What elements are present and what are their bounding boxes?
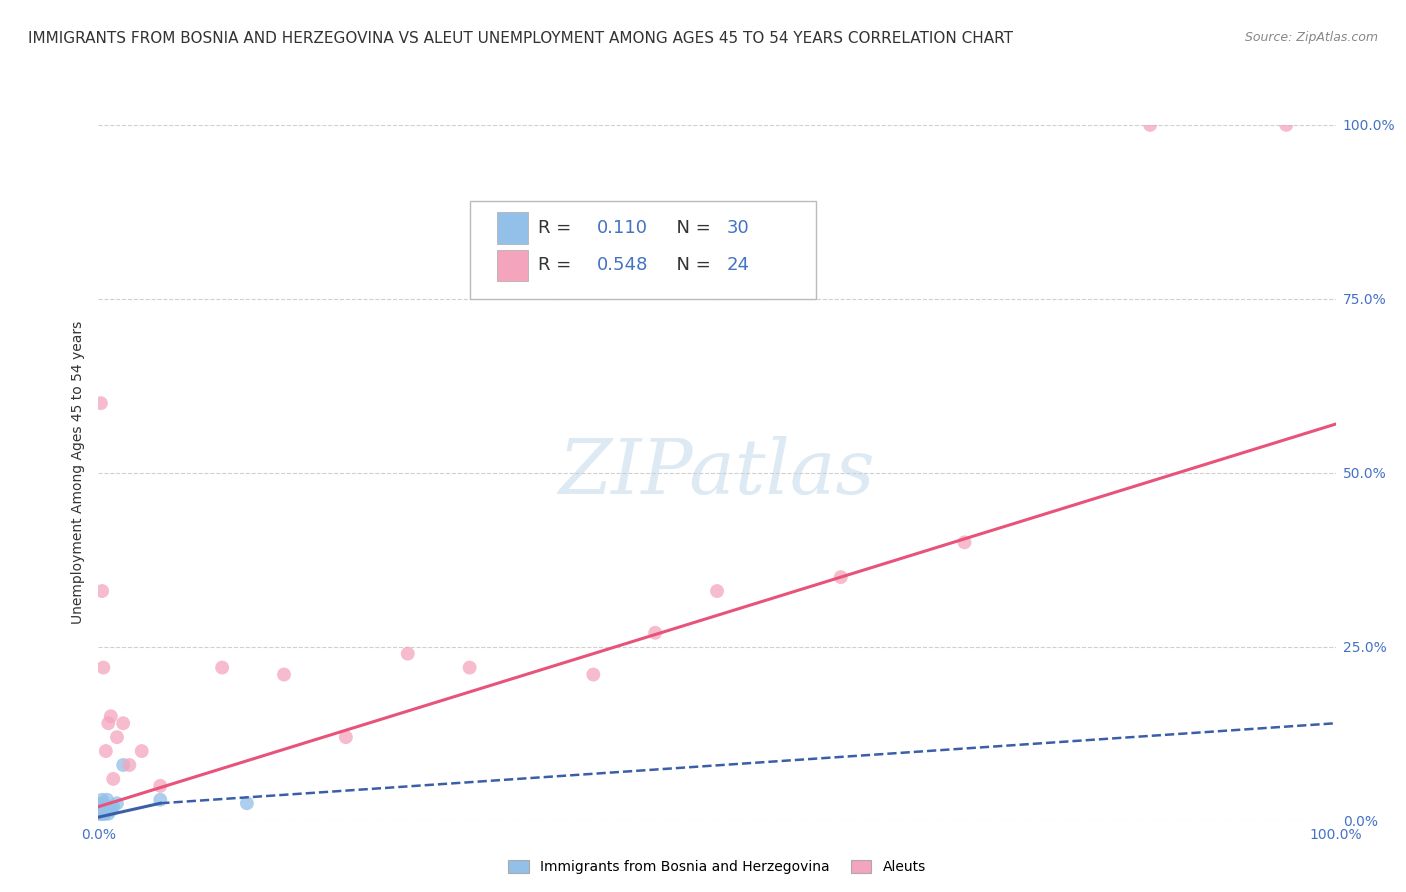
- Point: [112, 758, 135, 772]
- Point: [96, 793, 118, 807]
- Point: [103, 799, 125, 814]
- Point: [93, 803, 115, 817]
- Text: N =: N =: [665, 219, 717, 237]
- Point: [94, 744, 117, 758]
- Point: [90, 806, 112, 821]
- Text: N =: N =: [665, 256, 717, 275]
- Point: [94, 799, 117, 814]
- Point: [93, 799, 115, 814]
- Point: [100, 709, 122, 723]
- Text: Source: ZipAtlas.com: Source: ZipAtlas.com: [1244, 31, 1378, 45]
- Point: [93, 799, 115, 814]
- Point: [91, 584, 114, 599]
- Point: [89, 806, 111, 821]
- Point: [211, 660, 233, 674]
- Point: [1275, 118, 1298, 132]
- Point: [93, 660, 115, 674]
- Point: [458, 660, 481, 674]
- FancyBboxPatch shape: [496, 212, 527, 244]
- Point: [91, 796, 114, 810]
- Text: 30: 30: [727, 219, 749, 237]
- Point: [706, 584, 728, 599]
- Point: [91, 806, 114, 821]
- Point: [236, 796, 259, 810]
- Point: [103, 772, 125, 786]
- Point: [91, 793, 114, 807]
- Text: R =: R =: [537, 256, 576, 275]
- Point: [953, 535, 976, 549]
- Point: [93, 806, 115, 821]
- Point: [90, 803, 112, 817]
- Point: [93, 799, 115, 814]
- Point: [149, 779, 172, 793]
- Text: 0.110: 0.110: [598, 219, 648, 237]
- Point: [94, 803, 117, 817]
- Point: [90, 396, 112, 410]
- Point: [90, 799, 112, 814]
- Point: [105, 796, 128, 810]
- Point: [98, 803, 121, 817]
- Point: [91, 799, 114, 814]
- Point: [273, 667, 295, 681]
- Point: [93, 799, 115, 814]
- Point: [131, 744, 153, 758]
- Point: [100, 799, 122, 814]
- Point: [97, 806, 120, 821]
- Point: [582, 667, 605, 681]
- Point: [118, 758, 141, 772]
- Point: [335, 730, 357, 744]
- Point: [1139, 118, 1161, 132]
- FancyBboxPatch shape: [470, 202, 815, 299]
- Y-axis label: Unemployment Among Ages 45 to 54 years: Unemployment Among Ages 45 to 54 years: [72, 321, 86, 624]
- Point: [644, 625, 666, 640]
- Point: [97, 716, 120, 731]
- Text: ZIPatlas: ZIPatlas: [558, 436, 876, 509]
- Legend: Immigrants from Bosnia and Herzegovina, Aleuts: Immigrants from Bosnia and Herzegovina, …: [503, 855, 931, 880]
- Point: [100, 803, 122, 817]
- Text: 0.548: 0.548: [598, 256, 648, 275]
- Point: [93, 806, 115, 821]
- Text: R =: R =: [537, 219, 576, 237]
- Text: IMMIGRANTS FROM BOSNIA AND HERZEGOVINA VS ALEUT UNEMPLOYMENT AMONG AGES 45 TO 54: IMMIGRANTS FROM BOSNIA AND HERZEGOVINA V…: [28, 31, 1014, 46]
- Point: [149, 793, 172, 807]
- FancyBboxPatch shape: [496, 250, 527, 281]
- Point: [97, 803, 120, 817]
- Point: [830, 570, 852, 584]
- Point: [90, 806, 112, 821]
- Point: [396, 647, 419, 661]
- Text: 24: 24: [727, 256, 749, 275]
- Point: [105, 730, 128, 744]
- Point: [112, 716, 135, 731]
- Point: [96, 799, 118, 814]
